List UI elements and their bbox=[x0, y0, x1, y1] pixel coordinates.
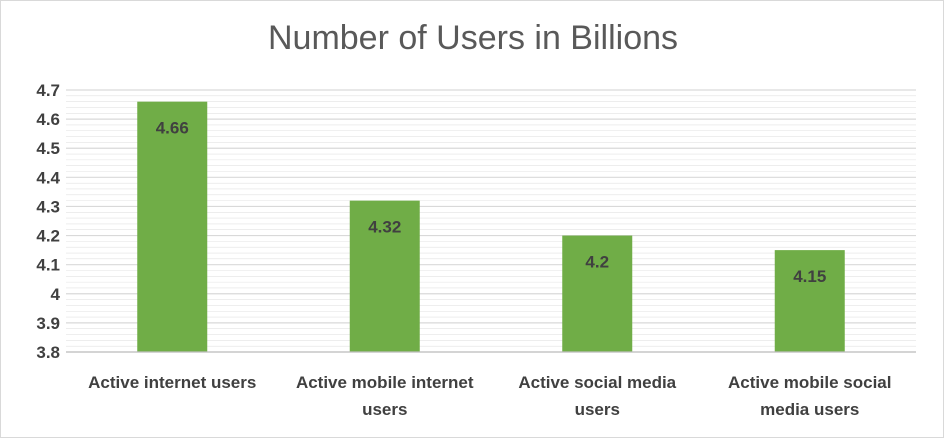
data-label: 4.2 bbox=[585, 253, 609, 272]
y-tick-label: 3.8 bbox=[36, 343, 60, 362]
data-label: 4.32 bbox=[368, 218, 401, 237]
x-category-label: Active mobile internet bbox=[296, 373, 474, 392]
x-axis: Active internet users Active mobile inter… bbox=[66, 351, 916, 419]
chart-title: Number of Users in Billions bbox=[267, 19, 679, 57]
bar bbox=[562, 235, 633, 352]
bar bbox=[349, 200, 420, 352]
bar bbox=[137, 101, 208, 353]
y-tick-label: 3.9 bbox=[36, 314, 60, 333]
y-tick-label: 4.7 bbox=[36, 81, 60, 100]
y-tick-label: 4.3 bbox=[36, 197, 60, 216]
gridlines bbox=[66, 89, 916, 353]
y-tick-label: 4.4 bbox=[36, 168, 60, 187]
y-axis: 4.7 4.6 4.5 4.4 4.3 4.2 4.1 4 3.9 3.8 bbox=[36, 81, 60, 362]
x-category-label: Active social media bbox=[518, 373, 676, 392]
y-tick-label: 4 bbox=[51, 285, 61, 304]
data-label: 4.66 bbox=[156, 119, 189, 138]
y-tick-label: 4.2 bbox=[36, 227, 60, 246]
y-tick-label: 4.5 bbox=[36, 139, 60, 158]
x-category-label: media users bbox=[760, 400, 859, 419]
data-label: 4.15 bbox=[793, 267, 826, 286]
y-tick-label: 4.1 bbox=[36, 256, 60, 275]
x-category-label: users bbox=[362, 400, 407, 419]
x-category-label: Active internet users bbox=[88, 373, 256, 392]
x-category-label: users bbox=[575, 400, 620, 419]
bars: 4.66 4.32 4.2 4.15 bbox=[137, 101, 845, 353]
x-category-label: Active mobile social bbox=[728, 373, 891, 392]
bar bbox=[774, 250, 845, 352]
y-tick-label: 4.6 bbox=[36, 110, 60, 129]
